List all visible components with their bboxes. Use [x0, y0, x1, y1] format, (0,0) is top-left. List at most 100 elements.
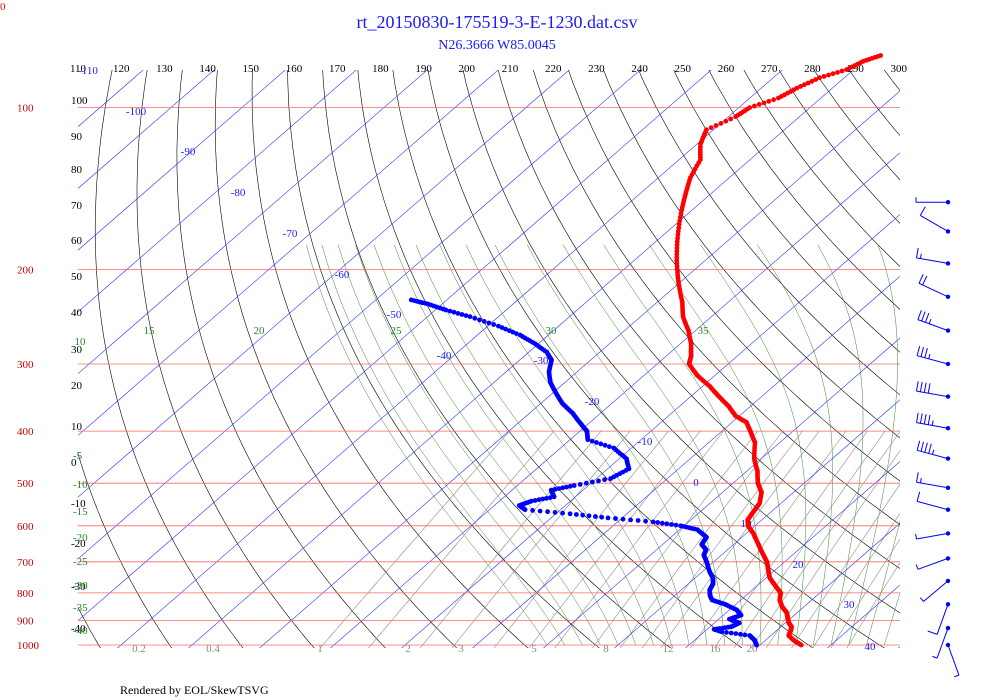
- wind-barb-flag: [928, 443, 932, 454]
- isotherm-line: [78, 70, 144, 128]
- temperature-point: [752, 103, 757, 109]
- wind-barb-flag: [927, 414, 931, 425]
- wind-barb-staff: [947, 644, 960, 676]
- temperature-point: [794, 85, 800, 91]
- axis-tick-label: 20: [254, 325, 266, 337]
- axis-tick-label: 100: [71, 95, 88, 107]
- axis-tick-label: 10: [75, 336, 87, 348]
- dewpoint-point: [517, 332, 523, 338]
- axis-tick-label: 100: [17, 103, 34, 115]
- dewpoint-point: [577, 482, 583, 487]
- dewpoint-point: [635, 518, 641, 523]
- axis-tick-label: 190: [415, 63, 432, 75]
- dry-adiabat-line: [497, 70, 900, 569]
- dewpoint-point: [514, 331, 519, 336]
- mixing-ratio-line: [733, 430, 886, 648]
- isotherm-line: [543, 337, 900, 648]
- axis-tick-label: 60: [71, 235, 83, 247]
- dewpoint-point: [659, 520, 665, 526]
- dewpoint-point: [556, 486, 562, 491]
- temperature-point: [817, 75, 822, 81]
- isotherm-line: [117, 70, 783, 648]
- wind-barb-flag: [924, 347, 928, 358]
- dewpoint-point: [540, 496, 546, 502]
- mixing-ratio-line: [419, 430, 602, 648]
- wind-barb-flag: [919, 206, 926, 216]
- wind-barb-half-flag: [932, 449, 935, 455]
- dry-adiabat-line: [287, 70, 600, 648]
- wind-barb-flag: [916, 381, 919, 392]
- axis-tick-label: -110: [78, 65, 98, 77]
- moist-adiabat-line: [465, 244, 690, 646]
- axis-tick-label: 270: [761, 63, 778, 75]
- dry-adiabat-line: [357, 70, 743, 648]
- wind-barb-flag: [916, 440, 921, 451]
- wind-barb-staff: [936, 604, 949, 635]
- axis-tick-label: 25: [391, 325, 403, 337]
- dewpoint-point: [552, 487, 558, 492]
- axis-tick-label: 15: [144, 325, 156, 337]
- dewpoint-point: [586, 513, 592, 519]
- axis-tick-label: -30: [73, 580, 88, 592]
- temperature-point: [761, 100, 767, 106]
- temperature-point: [813, 77, 819, 82]
- wind-barb-flag: [927, 383, 931, 394]
- moist-adiabat-line: [603, 244, 762, 646]
- mixing-ratio-line: [765, 450, 900, 648]
- axis-tick-label: -25: [73, 556, 88, 568]
- wind-barb-flag: [918, 274, 924, 284]
- wind-barb-flag: [921, 311, 926, 322]
- moist-adiabats: [306, 244, 900, 646]
- dewpoint-point: [733, 631, 739, 636]
- mixing-ratio-lines: [319, 430, 900, 648]
- wind-barb-staff: [918, 282, 949, 298]
- temperature-point: [678, 211, 684, 217]
- dewpoint-profile: [408, 297, 759, 648]
- mixing-ratio-line: [660, 430, 820, 648]
- dewpoint-point: [408, 297, 414, 303]
- wind-barb-staff: [917, 557, 949, 570]
- wind-barb-flag: [916, 472, 919, 483]
- wind-barb-staff: [936, 627, 949, 659]
- axis-tick-label: 500: [17, 478, 34, 490]
- dewpoint-point: [571, 483, 577, 488]
- wind-barb-dot: [945, 426, 951, 431]
- axis-tick-label: -20: [71, 538, 86, 550]
- isotherm-line: [78, 70, 641, 560]
- mixing-ratio-line: [554, 430, 724, 648]
- axis-tick-label: 200: [17, 264, 34, 276]
- wind-barb-dot: [945, 328, 951, 333]
- wind-barb-dot: [945, 625, 951, 631]
- dewpoint-point: [678, 523, 683, 529]
- wind-barb-dot: [945, 394, 951, 399]
- dewpoint-point: [481, 319, 487, 324]
- dewpoint-point: [567, 511, 573, 517]
- dewpoint-point: [472, 315, 478, 321]
- moist-adiabat-line: [884, 592, 900, 646]
- dry-adiabat-line: [427, 70, 885, 648]
- axis-tick-label: -10: [71, 498, 86, 510]
- dewpoint-point: [528, 498, 534, 504]
- wind-barb-dot: [945, 485, 951, 490]
- axis-tick-label: -10: [73, 479, 88, 491]
- wind-barb-flag: [916, 345, 921, 356]
- axis-tick-label: 30: [71, 344, 83, 356]
- temperature-point: [878, 53, 883, 58]
- dewpoint-point: [611, 445, 617, 451]
- isotherm-line: [756, 522, 900, 648]
- temperature-point: [839, 68, 845, 74]
- dewpoint-point: [742, 632, 748, 638]
- dewpoint-point: [599, 514, 605, 520]
- moist-adiabat-line: [321, 244, 566, 646]
- dewpoint-point: [724, 630, 729, 635]
- isotherm-line: [188, 70, 854, 648]
- mixing-ratio-line: [451, 430, 631, 648]
- mixing-ratio-line: [812, 512, 900, 648]
- dewpoint-point: [596, 478, 601, 484]
- wind-barb-flag: [924, 312, 930, 323]
- temperature-profile: [674, 53, 883, 648]
- wind-barb-dot: [945, 261, 951, 266]
- axis-tick-label: 260: [718, 63, 735, 75]
- axis-tick-label: -5: [73, 450, 83, 462]
